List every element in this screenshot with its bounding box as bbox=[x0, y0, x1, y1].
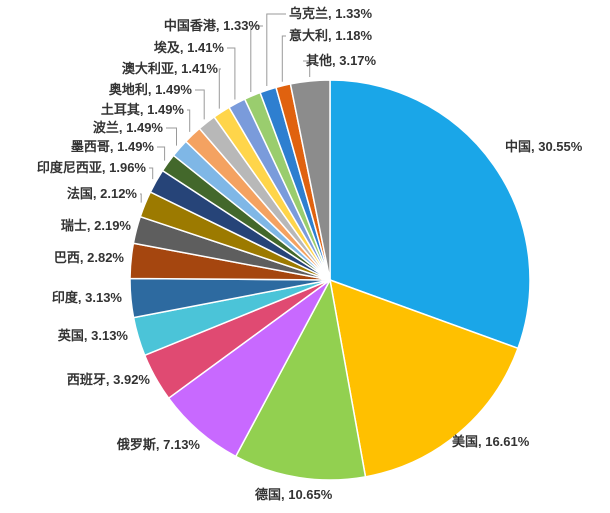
slice-4-label: 西班牙, 3.92% bbox=[67, 372, 151, 387]
slice-12-label: 波兰, 1.49% bbox=[93, 120, 164, 135]
slice-2-label: 德国, 10.65% bbox=[255, 487, 333, 502]
slice-20 bbox=[289, 79, 331, 281]
leader-lines bbox=[140, 13, 311, 203]
slice-17-leader-line bbox=[250, 25, 263, 92]
slice-18-leader-line bbox=[266, 13, 286, 86]
slice-10-label: 印度尼西亚, 1.96% bbox=[37, 160, 147, 175]
slice-0-label: 中国, 30.55% bbox=[505, 139, 583, 154]
slice-20-label: 其他, 3.17% bbox=[306, 53, 377, 68]
slice-20-leader-line bbox=[303, 60, 311, 77]
slice-6-label: 印度, 3.13% bbox=[52, 290, 123, 305]
slice-13-leader-line bbox=[187, 109, 191, 132]
slice-19-leader-line bbox=[281, 35, 286, 82]
slice-13-label: 土耳其, 1.49% bbox=[101, 102, 185, 117]
slice-9-label: 法国, 2.12% bbox=[67, 186, 138, 201]
slice-7-label: 巴西, 2.82% bbox=[54, 250, 125, 265]
slice-16-leader-line bbox=[227, 47, 236, 100]
slice-16-label: 埃及, 1.41% bbox=[154, 40, 225, 55]
slice-1 bbox=[329, 278, 519, 478]
slice-8-label: 瑞士, 2.19% bbox=[61, 218, 132, 233]
slice-18-label: 乌克兰, 1.33% bbox=[289, 6, 373, 21]
slice-14-leader-line bbox=[195, 89, 205, 120]
slice-15-label: 澳大利亚, 1.41% bbox=[122, 61, 219, 76]
slice-11-label: 墨西哥, 1.49% bbox=[71, 139, 155, 154]
slice-14-label: 奥地利, 1.49% bbox=[109, 82, 193, 97]
slice-10-leader-line bbox=[149, 167, 154, 180]
slice-labels: 中国, 30.55% 美国, 16.61% 德国, 10.65% 俄罗斯, 7.13%… bbox=[37, 6, 583, 502]
slice-11-leader-line bbox=[157, 146, 166, 161]
slice-17-label: 中国香港, 1.33% bbox=[164, 18, 261, 33]
slice-5-label: 英国, 3.13% bbox=[57, 328, 129, 343]
slice-0 bbox=[329, 79, 531, 350]
slice-12-leader-line bbox=[166, 127, 177, 146]
slice-15-leader-line bbox=[218, 68, 221, 109]
slice-19-label: 意大利, 1.18% bbox=[289, 28, 373, 43]
slice-2 bbox=[234, 277, 367, 481]
slice-3-label: 俄罗斯, 7.13% bbox=[116, 437, 201, 452]
slice-1-label: 美国, 16.61% bbox=[452, 434, 530, 449]
slice-9-leader-line bbox=[140, 193, 142, 203]
pie-slices bbox=[129, 79, 531, 481]
